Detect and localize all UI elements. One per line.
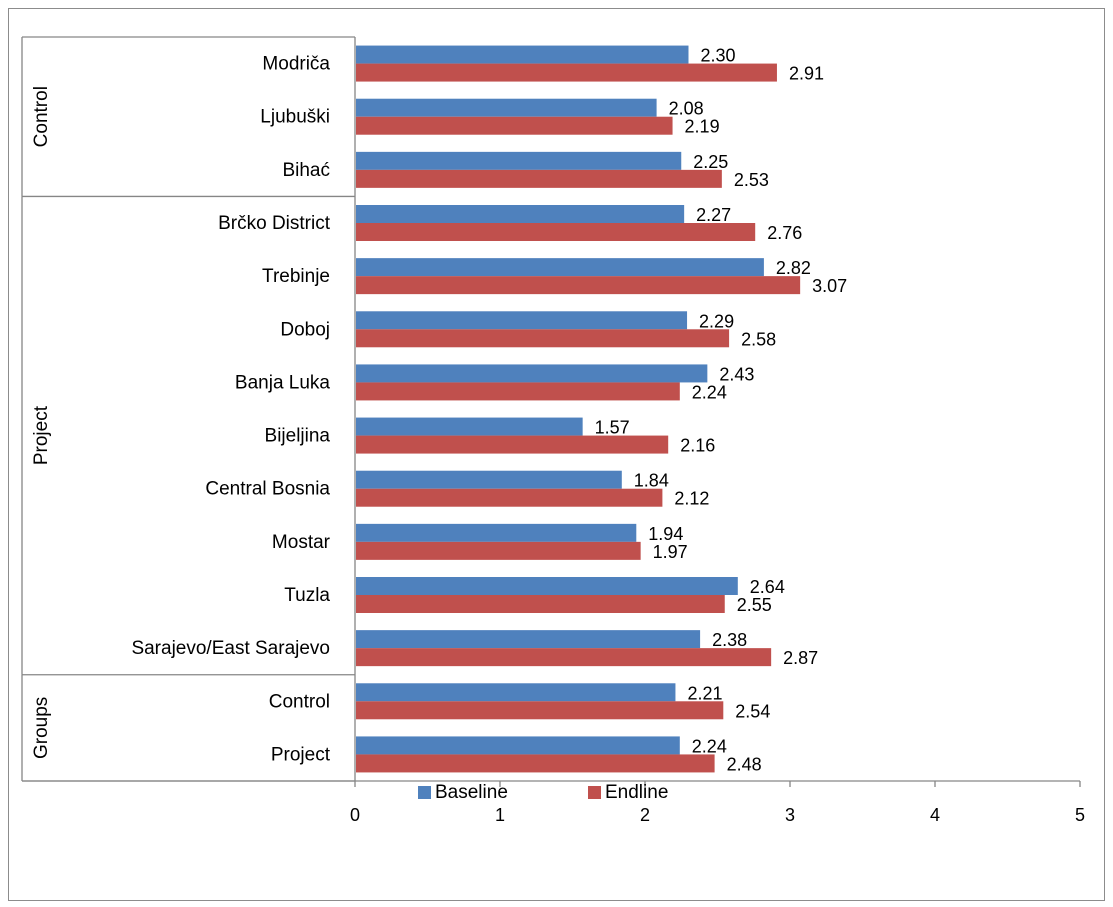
endline-value-label: 2.76 (767, 223, 802, 243)
baseline-value-label: 2.24 (692, 736, 727, 756)
endline-value-label: 2.19 (685, 117, 720, 137)
baseline-bar (356, 630, 701, 649)
category-label-bijeljina: Bijeljina (265, 426, 331, 447)
baseline-value-label: 2.25 (693, 152, 728, 172)
endline-value-label: 2.53 (734, 170, 769, 190)
endline-value-label: 1.97 (653, 542, 688, 562)
baseline-bar (356, 683, 676, 702)
group-label-control: Control (31, 86, 52, 147)
endline-bar (356, 276, 801, 295)
endline-legend-label: Endline (605, 782, 668, 803)
category-label-trebinje: Trebinje (262, 266, 330, 287)
category-label-central-bosnia: Central Bosnia (205, 479, 330, 500)
baseline-value-label: 1.57 (595, 418, 630, 438)
baseline-value-label: 2.21 (687, 683, 722, 703)
category-label-ljubu-ki: Ljubuški (260, 107, 330, 128)
baseline-value-label: 2.64 (750, 577, 785, 597)
endline-bar (356, 329, 730, 348)
baseline-bar (356, 577, 738, 595)
category-label-modri-a: Modriča (262, 54, 330, 75)
endline-bar (356, 701, 724, 720)
endline-bar (356, 223, 756, 241)
baseline-value-label: 1.84 (634, 471, 669, 491)
category-label-br-ko-district: Brčko District (218, 213, 331, 234)
endline-value-label: 2.55 (737, 595, 772, 615)
baseline-legend-label: Baseline (435, 782, 508, 803)
endline-bar (356, 754, 715, 773)
baseline-bar (356, 205, 685, 223)
baseline-value-label: 2.38 (712, 630, 747, 650)
category-label-project: Project (271, 744, 331, 765)
x-tick-label: 0 (350, 805, 360, 825)
category-label-biha: Bihać (282, 160, 330, 181)
endline-bar (356, 435, 669, 454)
endline-value-label: 2.48 (727, 754, 762, 774)
baseline-bar (356, 364, 708, 383)
endline-bar (356, 169, 722, 188)
baseline-bar (356, 151, 682, 170)
x-tick-label: 3 (785, 805, 795, 825)
baseline-value-label: 2.82 (776, 258, 811, 278)
endline-bar (356, 595, 725, 613)
endline-bar (356, 116, 673, 135)
baseline-legend-swatch (418, 786, 431, 799)
baseline-bar (356, 98, 657, 117)
baseline-bar (356, 45, 689, 64)
x-tick-label: 5 (1075, 805, 1085, 825)
endline-value-label: 2.87 (783, 648, 818, 668)
endline-bar (356, 541, 641, 560)
group-label-project: Project (31, 405, 52, 465)
x-tick-label: 2 (640, 805, 650, 825)
endline-bar (356, 648, 772, 667)
endline-bar (356, 488, 663, 507)
category-label-mostar: Mostar (272, 532, 331, 553)
baseline-bar (356, 311, 688, 330)
endline-value-label: 2.24 (692, 382, 727, 402)
category-label-doboj: Doboj (280, 319, 330, 340)
category-label-banja-luka: Banja Luka (235, 372, 331, 393)
endline-legend-swatch (588, 786, 601, 799)
baseline-value-label: 2.43 (719, 364, 754, 384)
endline-bar (356, 63, 777, 82)
category-label-sarajevo-east-sarajevo: Sarajevo/East Sarajevo (131, 638, 330, 659)
endline-value-label: 2.54 (735, 701, 770, 721)
baseline-value-label: 1.94 (648, 524, 683, 544)
baseline-bar (356, 258, 764, 277)
baseline-bar (356, 523, 637, 542)
baseline-value-label: 2.08 (669, 99, 704, 119)
endline-bar (356, 382, 680, 401)
baseline-value-label: 2.27 (696, 205, 731, 225)
baseline-bar (356, 417, 583, 436)
endline-value-label: 2.16 (680, 436, 715, 456)
group-label-groups: Groups (31, 697, 52, 759)
endline-value-label: 2.91 (789, 64, 824, 84)
endline-value-label: 3.07 (812, 276, 847, 296)
baseline-bar (356, 470, 622, 489)
baseline-value-label: 2.29 (699, 311, 734, 331)
x-tick-label: 1 (495, 805, 505, 825)
category-label-control: Control (269, 691, 330, 712)
category-label-tuzla: Tuzla (284, 585, 330, 606)
baseline-bar (356, 736, 680, 755)
endline-value-label: 2.58 (741, 329, 776, 349)
x-tick-label: 4 (930, 805, 940, 825)
baseline-value-label: 2.30 (701, 46, 736, 66)
endline-value-label: 2.12 (674, 489, 709, 509)
